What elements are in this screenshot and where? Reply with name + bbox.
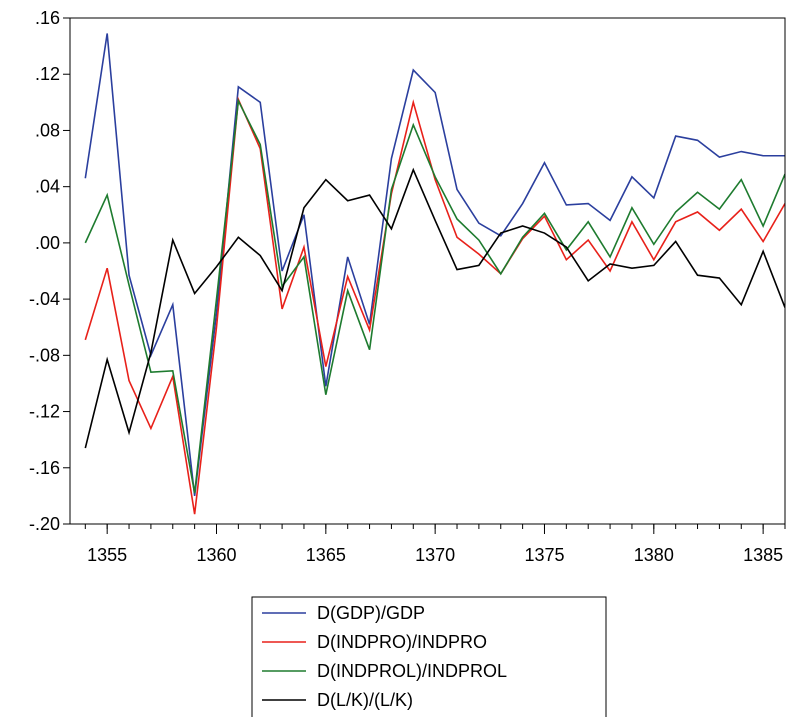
y-tick-label: -.08 [29, 345, 60, 365]
x-tick-label: 1385 [743, 545, 783, 565]
y-tick-label: -.20 [29, 514, 60, 534]
y-tick-label: .12 [35, 64, 60, 84]
plot-frame [69, 17, 786, 525]
axes: .16 .12 .08 .04 .00 -.04 -.08 -.12 -.16 -.20 1355 1… [29, 8, 786, 565]
x-tick-label: 1355 [87, 545, 127, 565]
y-tick-label: .08 [35, 120, 60, 140]
legend-label: D(GDP)/GDP [317, 603, 425, 623]
series-line-d-l-k-l-k [84, 167, 785, 449]
y-tick-label: -.12 [29, 402, 60, 422]
legend-label: D(L/K)/(L/K) [317, 690, 413, 710]
legend-label: D(INDPRO)/INDPRO [317, 632, 487, 652]
x-tick-label: 1380 [634, 545, 674, 565]
legend: D(GDP)/GDP D(INDPRO)/INDPRO D(INDPROL)/IND… [251, 596, 607, 717]
x-tick-label: 1370 [415, 545, 455, 565]
y-tick-label: .04 [35, 177, 60, 197]
y-tick-label: .16 [35, 8, 60, 28]
legend-label: D(INDPROL)/INDPROL [317, 661, 507, 681]
x-tick-label: 1365 [306, 545, 346, 565]
y-tick-label: -.04 [29, 289, 60, 309]
legend-box [251, 596, 607, 717]
series-line-d-indpro-indpro [84, 96, 785, 515]
y-tick-label: -.16 [29, 458, 60, 478]
x-tick-label: 1360 [196, 545, 236, 565]
y-tick-label: .00 [35, 233, 60, 253]
x-tick-label: 1375 [524, 545, 564, 565]
plot-area [84, 33, 785, 515]
series-line-d-indprol-indprol [84, 98, 785, 494]
series-line-d-gdp-gdp [84, 33, 785, 496]
